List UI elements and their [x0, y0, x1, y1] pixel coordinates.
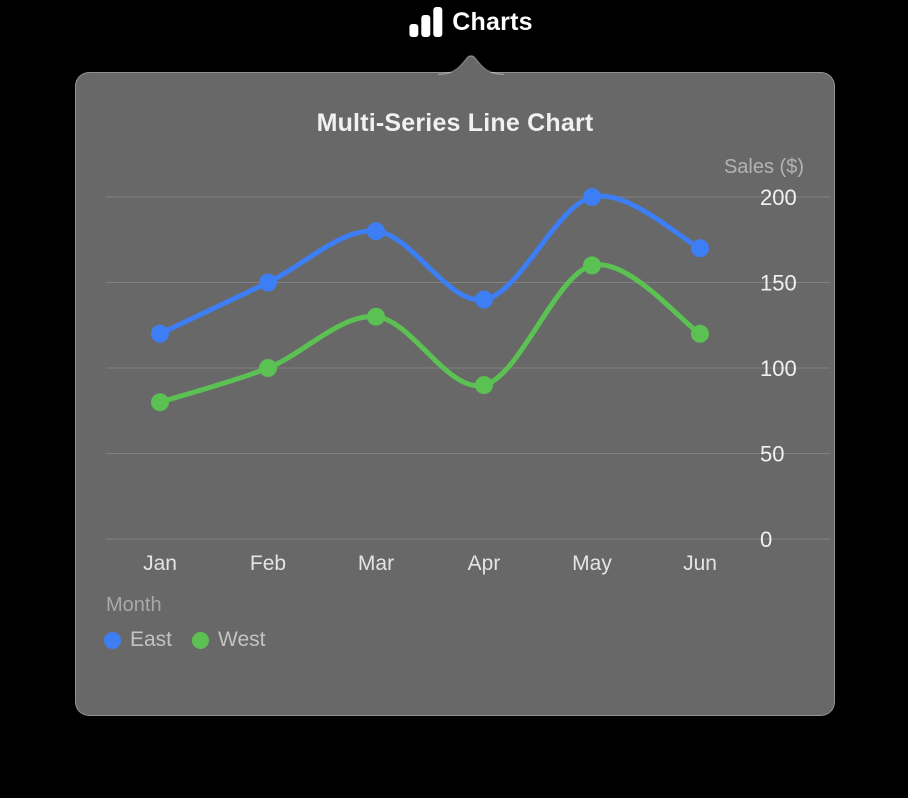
data-point-east-mar: [367, 222, 385, 241]
x-tick-label-jun: Jun: [683, 552, 717, 575]
data-point-east-feb: [259, 273, 277, 292]
legend-label-west: West: [218, 628, 266, 651]
menubar-charts-item[interactable]: Charts: [409, 7, 532, 37]
y-tick-label-100: 100: [760, 356, 797, 381]
y-axis-title: Sales ($): [723, 156, 804, 178]
data-point-west-jun: [691, 324, 709, 343]
x-tick-label-feb: Feb: [250, 552, 286, 575]
legend-label-east: East: [130, 628, 173, 651]
x-tick-label-mar: Mar: [358, 552, 394, 575]
legend: East West: [104, 628, 266, 652]
legend-item-west: West: [192, 628, 266, 652]
charts-popover: Multi-Series Line Chart Sales ($) 0 50 100…: [75, 55, 835, 716]
series-line-east: [157, 193, 703, 337]
legend-dot-east: [104, 631, 121, 649]
window-title: Charts: [452, 7, 533, 36]
y-tick-label-0: 0: [760, 527, 772, 552]
data-point-east-jun: [691, 239, 709, 258]
bar-chart-icon: [409, 7, 443, 37]
legend-item-east: East: [104, 628, 172, 652]
series-line-west: [157, 262, 703, 405]
data-point-west-jan: [151, 393, 169, 412]
x-tick-label-jan: Jan: [143, 552, 177, 575]
line-chart: 0 50 100 150 200 Jan Feb Mar Apr May Jun: [106, 185, 830, 575]
data-point-west-apr: [475, 376, 493, 395]
data-point-west-mar: [367, 307, 385, 326]
y-tick-label-150: 150: [760, 271, 797, 296]
data-point-west-feb: [259, 359, 277, 377]
x-axis-title: Month: [106, 594, 162, 616]
data-point-west-may: [583, 256, 601, 275]
legend-dot-west: [192, 631, 210, 649]
x-tick-label-apr: Apr: [468, 552, 501, 575]
data-point-east-apr: [475, 290, 493, 309]
y-tick-label-200: 200: [760, 185, 797, 210]
data-point-east-jan: [151, 324, 169, 343]
x-tick-label-may: May: [572, 552, 612, 575]
chart-title: Multi-Series Line Chart: [316, 109, 594, 137]
data-point-east-may: [583, 188, 601, 206]
popover-arrow-icon: [438, 55, 504, 75]
y-tick-label-50: 50: [760, 442, 784, 467]
